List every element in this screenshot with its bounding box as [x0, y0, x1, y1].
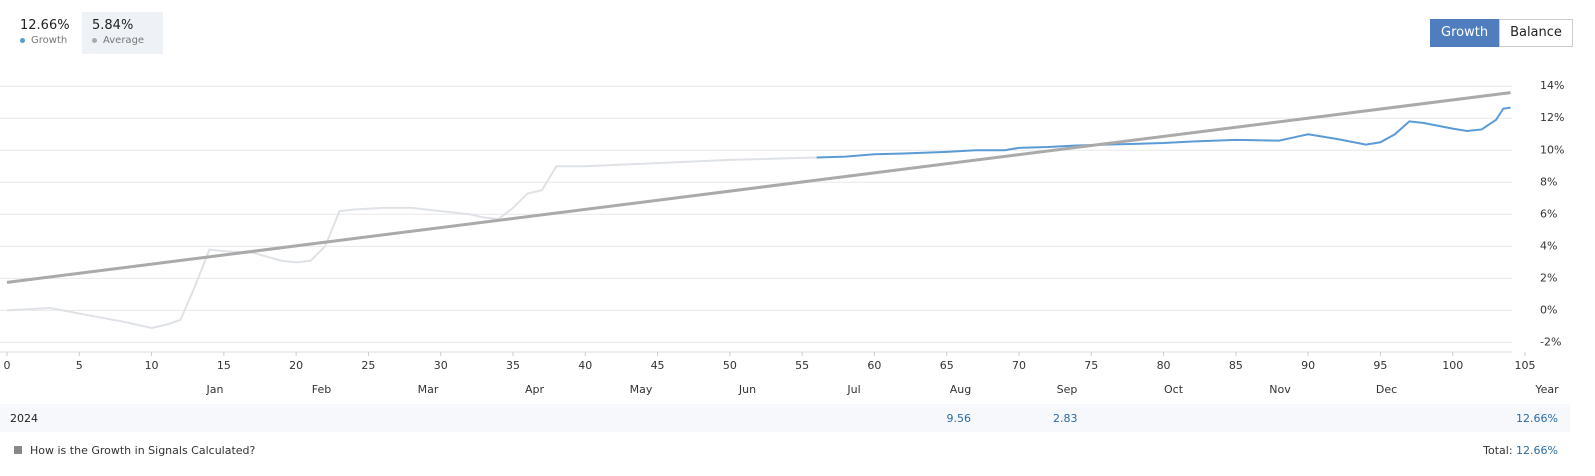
x-tick-label: 75: [1084, 359, 1098, 372]
month-label: Apr: [525, 383, 545, 396]
x-tick-label: 85: [1229, 359, 1243, 372]
x-tick-label: 65: [940, 359, 954, 372]
x-tick-label: 25: [361, 359, 375, 372]
x-tick-label: 60: [867, 359, 881, 372]
total-value: 12.66%: [1516, 444, 1558, 457]
y-tick-label: 8%: [1540, 175, 1557, 188]
x-tick-label: 80: [1157, 359, 1171, 372]
year-total: 12.66%: [1516, 412, 1558, 425]
y-tick-label: 12%: [1540, 111, 1564, 124]
month-label: Aug: [950, 383, 971, 396]
month-label: Jul: [846, 383, 860, 396]
x-tick-label: 20: [289, 359, 303, 372]
x-tick-label: 30: [434, 359, 448, 372]
x-tick-label: 70: [1012, 359, 1026, 372]
x-tick-label: 100: [1442, 359, 1463, 372]
growth-label: Growth: [31, 35, 68, 46]
series-line: [6, 91, 1511, 284]
growth-summary: 12.66% Growth: [10, 12, 80, 54]
y-tick-label: 6%: [1540, 207, 1557, 220]
x-tick-label: 0: [4, 359, 11, 372]
balance-button[interactable]: Balance: [1499, 19, 1573, 47]
x-tick-label: 10: [145, 359, 159, 372]
footer-total: Total: 12.66%: [1483, 444, 1558, 457]
y-tick-label: 0%: [1540, 303, 1557, 316]
month-value: 2.83: [1053, 412, 1078, 425]
year-row: 2024 12.66% 9.56 2.83: [0, 404, 1570, 432]
month-label: Feb: [312, 383, 331, 396]
total-label: Total:: [1483, 444, 1513, 457]
x-tick-label: 105: [1515, 359, 1536, 372]
x-tick-label: 35: [506, 359, 520, 372]
chart: -2% 0% 2% 4% 6% 8% 10% 12% 14% 0 5 10 15 20 25 30 35 40 45…: [0, 79, 1564, 396]
month-label: Sep: [1057, 383, 1078, 396]
y-tick-label: 14%: [1540, 79, 1564, 92]
month-label: May: [630, 383, 653, 396]
x-tick-label: 5: [76, 359, 83, 372]
average-summary: 5.84% Average: [82, 12, 163, 54]
month-label: Jun: [738, 383, 756, 396]
year-label: Year: [1534, 383, 1559, 396]
month-label: Mar: [418, 383, 439, 396]
x-tick-label: 90: [1301, 359, 1315, 372]
toggle: Growth Balance: [1430, 19, 1573, 47]
x-tick-label: 45: [651, 359, 665, 372]
year: 2024: [10, 412, 38, 425]
average-label: Average: [103, 35, 145, 46]
y-tick-label: -2%: [1540, 335, 1561, 348]
average-value: 5.84%: [92, 18, 134, 33]
x-tick-label: 55: [795, 359, 809, 372]
month-label: Jan: [206, 383, 224, 396]
x-tick-label: 50: [723, 359, 737, 372]
growth-button[interactable]: Growth: [1430, 19, 1500, 47]
month-value: 9.56: [946, 412, 972, 425]
month-label: Oct: [1164, 383, 1184, 396]
growth-value: 12.66%: [20, 18, 70, 33]
y-tick-label: 2%: [1540, 271, 1557, 284]
y-tick-label: 10%: [1540, 143, 1564, 156]
help-text: How is the Growth in Signals Calculated?: [30, 444, 256, 457]
x-tick-label: 15: [217, 359, 231, 372]
x-tick-label: 40: [578, 359, 592, 372]
help-link[interactable]: How is the Growth in Signals Calculated?: [14, 444, 255, 457]
series-line: [816, 106, 1511, 159]
x-tick-label: 95: [1373, 359, 1387, 372]
y-tick-label: 4%: [1540, 239, 1557, 252]
month-label: Dec: [1376, 383, 1397, 396]
month-label: Nov: [1269, 383, 1291, 396]
series-line: [6, 156, 817, 330]
